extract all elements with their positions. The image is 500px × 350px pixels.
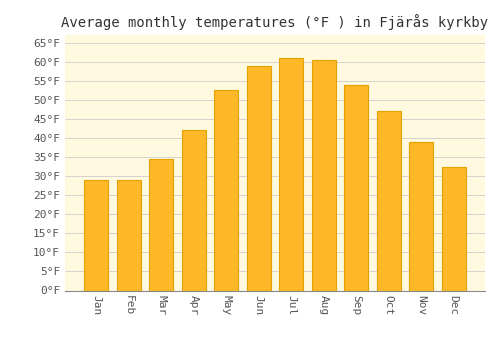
Bar: [84, 180, 108, 290]
Bar: [279, 58, 303, 290]
Bar: [149, 159, 174, 290]
Bar: [116, 180, 141, 290]
Bar: [312, 60, 336, 290]
Bar: [182, 130, 206, 290]
Title: Average monthly temperatures (°F ) in Fjärås kyrkby: Average monthly temperatures (°F ) in Fj…: [62, 14, 488, 30]
Bar: [214, 90, 238, 290]
Bar: [442, 167, 466, 290]
Bar: [376, 111, 401, 290]
Bar: [344, 85, 368, 290]
Bar: [409, 142, 434, 290]
Bar: [246, 65, 271, 290]
